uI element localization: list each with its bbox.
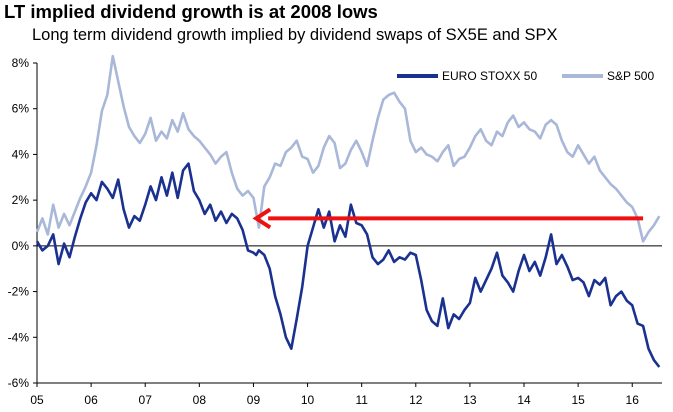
series-layer: [35, 54, 661, 368]
x-tick-label: 11: [355, 393, 368, 407]
annotation-layer: [252, 207, 644, 230]
x-tick-label: 06: [84, 393, 98, 407]
arrow-head: [252, 207, 272, 230]
legend: EURO STOXX 50 S&P 500: [397, 69, 654, 83]
x-tick-label: 15: [571, 393, 585, 407]
x-tick-label: 14: [517, 393, 531, 407]
y-tick-label: -2%: [8, 285, 30, 299]
y-axis: -6% -4% -2% 0% 2% 4% 6% 8%: [8, 56, 38, 390]
x-tick-label: 10: [301, 393, 315, 407]
x-tick-label: 12: [409, 393, 423, 407]
legend-label-sp-500: S&P 500: [607, 69, 654, 83]
legend-label-euro-stoxx-50: EURO STOXX 50: [442, 69, 537, 83]
x-tick-label: 16: [626, 393, 640, 407]
chart-subtitle: Long term dividend growth implied by div…: [32, 26, 558, 44]
y-tick-label: 8%: [12, 56, 30, 70]
y-tick-label: 2%: [12, 193, 30, 207]
y-tick-label: 4%: [12, 147, 30, 161]
x-axis: 05 06 07 08 09 10 11 12 13 14 15 16: [30, 245, 662, 407]
y-tick-label: 0%: [12, 239, 30, 253]
y-tick-label: -4%: [8, 330, 30, 344]
x-tick-label: 08: [193, 393, 207, 407]
y-tick-label: 6%: [12, 102, 30, 116]
series-line-euro-stoxx-50: [35, 162, 661, 368]
x-tick-label: 13: [463, 393, 477, 407]
chart-title: LT implied dividend growth is at 2008 lo…: [4, 1, 378, 22]
series-line-s-p-500: [35, 54, 661, 243]
y-tick-label: -6%: [8, 376, 30, 390]
x-tick-label: 09: [247, 393, 261, 407]
x-tick-label: 07: [139, 393, 153, 407]
x-tick-label: 05: [30, 393, 44, 407]
